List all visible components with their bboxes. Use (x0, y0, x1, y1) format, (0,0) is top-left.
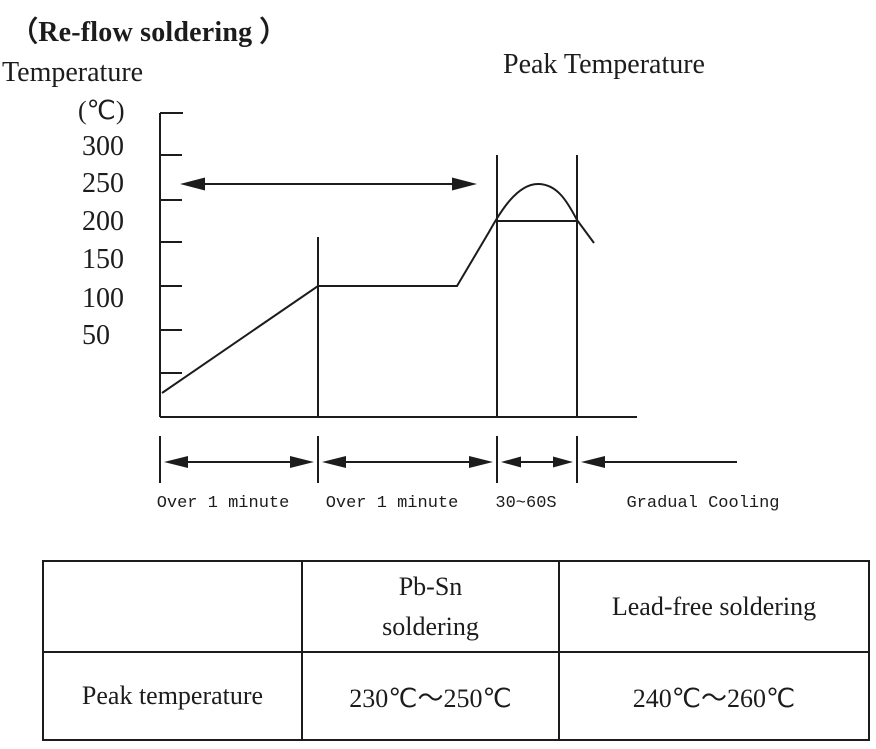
segment-label-preheat: Over 1 minute (156, 494, 290, 513)
peak-temperature-table: Pb-Sn soldering Lead-free soldering Peak… (42, 560, 870, 741)
temperature-profile-curve (161, 182, 595, 394)
y-tick-label-300: 300 (82, 131, 124, 162)
segment2-arrow-left-head (322, 456, 346, 468)
profile-drawing (159, 112, 737, 483)
table-cell-leadfree-value: 240℃～260℃ (558, 651, 870, 741)
segment-label-reflow: 30~60S (495, 494, 557, 513)
page-title: （Re-flow soldering ） (10, 17, 288, 48)
y-tick-label-50: 50 (82, 320, 110, 351)
y-axis-unit-label: (℃) (78, 96, 125, 125)
dimension-ticks (159, 436, 578, 483)
y-axis-title: Temperature (2, 57, 144, 88)
segment3-arrow-right-head (553, 456, 573, 468)
table-header-pbsn: Pb-Sn soldering (301, 560, 560, 653)
level-250-arrow-left-head (180, 177, 205, 191)
y-axis-ticks (160, 154, 182, 374)
segment4-arrow-left-head (581, 456, 605, 468)
table-row: Peak temperature 230℃～250℃ 240℃～260℃ (42, 651, 870, 741)
y-tick-label-250: 250 (82, 168, 124, 199)
y-tick-label-200: 200 (82, 206, 124, 237)
y-axis-line (159, 112, 183, 417)
level-250-arrow-right-head (452, 177, 477, 191)
table-cell-row-label: Peak temperature (42, 651, 303, 741)
segment2-arrow-right-head (469, 456, 493, 468)
segment-label-cooling: Gradual Cooling (626, 494, 780, 513)
peak-temperature-label: Peak Temperature (503, 49, 705, 80)
segment-label-soak: Over 1 minute (325, 494, 459, 513)
table-header-blank (42, 560, 303, 653)
table-header-leadfree: Lead-free soldering (558, 560, 870, 653)
segment3-arrow-left-head (501, 456, 521, 468)
segment1-arrow-left-head (164, 456, 188, 468)
table-cell-pbsn-value: 230℃～250℃ (301, 651, 560, 741)
segment1-arrow-right-head (290, 456, 314, 468)
y-tick-label-100: 100 (82, 283, 124, 314)
y-tick-label-150: 150 (82, 244, 124, 275)
